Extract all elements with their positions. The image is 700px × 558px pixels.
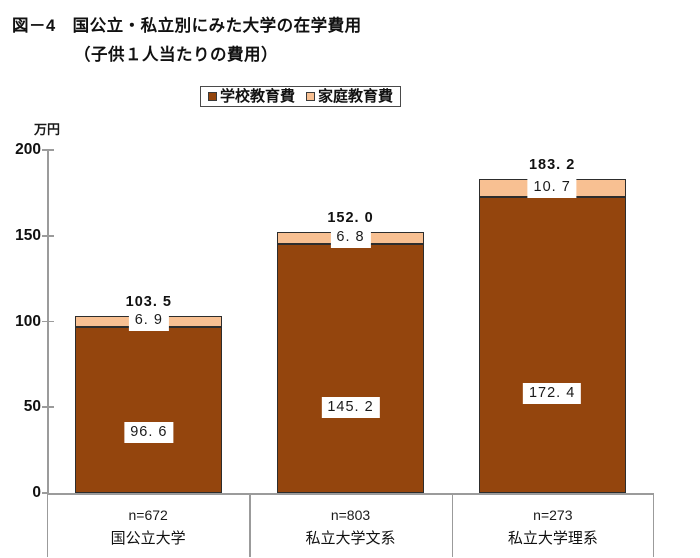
y-axis-tick-inner: [48, 234, 54, 237]
y-axis-tick-label: 0: [32, 484, 41, 501]
y-axis-tick-label: 100: [15, 312, 41, 330]
y-axis-tick: [42, 320, 48, 323]
category-cell: n=803 私立大学文系: [249, 493, 451, 557]
legend-item-home-cost: 家庭教育費: [306, 89, 393, 104]
legend-label-school-cost: 学校教育費: [220, 88, 296, 105]
bar-total-label: 152. 0: [327, 210, 374, 227]
category-name-label: 私立大学理系: [507, 530, 598, 547]
y-axis-tick: [42, 149, 48, 151]
bar-segment-school-cost[interactable]: [478, 197, 626, 493]
bar-group[interactable]: 145. 2 6. 8 152. 0: [277, 210, 424, 493]
chart-title-line-2: （子供１人当たりの費用）: [74, 46, 278, 64]
bar-total-label: 103. 5: [125, 293, 172, 310]
sample-size-label: n=672: [128, 507, 168, 523]
bar-value-label-school-cost: 145. 2: [321, 397, 380, 419]
y-axis-tick: [42, 492, 48, 494]
y-axis-tick-inner: [48, 149, 54, 151]
legend-item-school-cost: 学校教育費: [208, 89, 295, 104]
legend-swatch-school-cost-icon: [208, 92, 217, 101]
category-cell: n=273 私立大学理系: [451, 493, 654, 557]
legend-swatch-home-cost-icon: [306, 92, 316, 101]
category-name-label: 国公立大学: [110, 530, 186, 547]
y-axis-tick: [42, 234, 48, 237]
chart-title-line-1: 図－4 国公立・私立別にみた大学の在学費用: [12, 17, 362, 35]
y-axis-tick-label: 50: [23, 398, 41, 416]
y-axis-unit-label: 万円: [34, 122, 61, 137]
sample-size-label: n=803: [330, 507, 371, 523]
bar-value-label-home-cost: 10. 7: [527, 177, 577, 199]
bar-group[interactable]: 96. 6 6. 9 103. 5: [75, 294, 223, 493]
category-separator: [47, 493, 49, 557]
chart-legend: 学校教育費 家庭教育費: [200, 86, 402, 107]
y-axis-tick-inner: [48, 320, 54, 323]
bar-total-label: 183. 2: [528, 156, 576, 173]
bar-value-label-home-cost: 6. 9: [128, 310, 169, 332]
sample-size-label: n=273: [533, 507, 573, 523]
bar-group[interactable]: 172. 4 10. 7 183. 2: [478, 157, 626, 493]
bar-value-label-home-cost: 6. 8: [330, 227, 371, 249]
bar-segment-school-cost[interactable]: [277, 243, 424, 493]
bar-value-label-school-cost: 96. 6: [124, 422, 174, 444]
category-footer: n=672 国公立大学 n=803 私立大学文系 n=273 私立大学理系: [47, 493, 654, 557]
y-axis-tick-label: 150: [15, 226, 41, 244]
plot-area: 0 50 100 150 200 96. 6 6. 9 103. 5 145. 2 6. 8 15…: [15, 141, 654, 501]
y-axis-tick-inner: [48, 406, 54, 409]
category-separator: [249, 493, 251, 557]
y-axis-tick: [42, 406, 48, 409]
bar-segment-school-cost[interactable]: [75, 327, 223, 493]
y-axis-tick-label: 200: [15, 141, 41, 158]
category-cell: n=672 国公立大学: [47, 493, 249, 557]
bar-value-label-school-cost: 172. 4: [522, 383, 582, 405]
category-separator: [451, 493, 454, 557]
category-separator: [652, 493, 654, 557]
legend-label-home-cost: 家庭教育費: [318, 88, 394, 105]
category-name-label: 私立大学文系: [305, 530, 396, 547]
chart-title: 図－4 国公立・私立別にみた大学の在学費用 （子供１人当たりの費用）: [0, 12, 700, 70]
